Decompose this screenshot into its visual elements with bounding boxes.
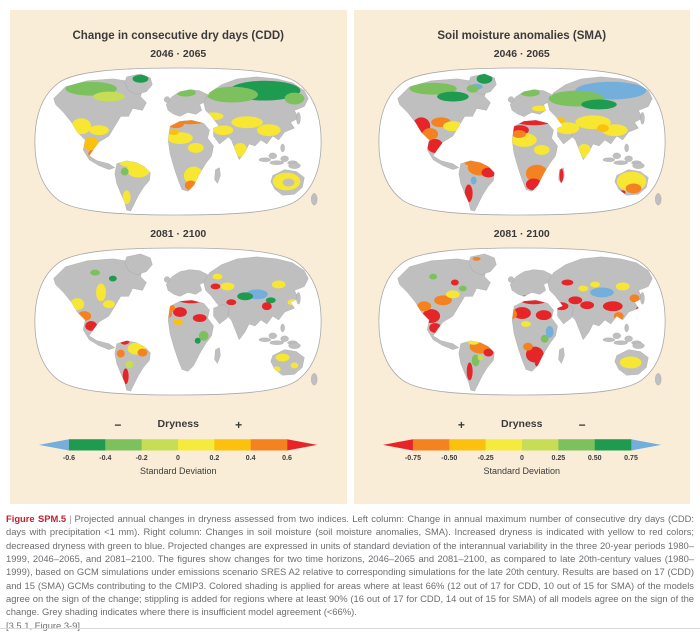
map-block-sma-2081: 2081 · 2100 [354,228,691,398]
colorbar-tick: 0.6 [282,455,292,462]
anomaly-patches [65,74,305,205]
world-map-sma-2081-2100 [378,247,666,396]
colorbar-axis-label: Standard Deviation [483,466,561,476]
colorbar-cdd: − Dryness + -0.6 -0.4 -0.2 0 0.2 0.4 0.6 Stand… [10,418,347,476]
colorbar-tick: 0.75 [624,455,638,462]
map-block-cdd-2046: 2046 · 2065 [10,48,347,218]
period-label: 2081 · 2100 [150,228,207,240]
period-label: 2046 · 2065 [493,48,550,60]
panel-sma: Soil moisture anomalies (SMA) 2046 · 206… [353,10,691,504]
page-rule [0,628,700,629]
panel-title-sma: Soil moisture anomalies (SMA) [437,30,607,42]
colorbar-tick: -0.50 [441,455,457,462]
map-block-cdd-2081: 2081 · 2100 [10,228,347,398]
caption-reference: [3.5.1, Figure 3-9] [6,619,80,631]
colorbar-tick: 0.2 [210,455,220,462]
colorbar-tick: 0.4 [246,455,256,462]
colorbar-tick: -0.75 [405,455,421,462]
panel-cdd: Change in consecutive dry days (CDD) 204… [10,10,347,504]
colorbar-title: Dryness [157,418,199,430]
colorbar-scale-cdd: -0.6 -0.4 -0.2 0 0.2 0.4 0.6 [39,439,318,462]
colorbar-tick: -0.6 [63,455,75,462]
colorbar-tick: 0 [176,455,180,462]
minus-sign: − [114,418,122,432]
world-map-cdd-2046-2065 [34,67,322,216]
caption-text: Projected annual changes in dryness asse… [6,513,694,618]
colorbar-tick: 0.25 [551,455,565,462]
colorbar-tick: -0.2 [136,455,148,462]
period-label: 2046 · 2065 [150,48,207,60]
colorbar-title: Dryness [501,418,543,430]
world-map-cdd-2081-2100 [34,247,322,396]
figure-label: Figure SPM.5 [6,513,67,524]
colorbar-header: + Dryness − [354,418,691,433]
world-map-sma-2046-2065 [378,67,666,216]
colorbar-sma: + Dryness − -0.75 -0.50 -0.25 0 0.25 0.50 0.75… [354,418,691,476]
plus-sign: + [457,418,465,432]
period-label: 2081 · 2100 [493,228,550,240]
map-panels: Change in consecutive dry days (CDD) 204… [10,10,690,504]
panel-title-cdd: Change in consecutive dry days (CDD) [72,30,285,42]
colorbar-tick: 0 [520,455,524,462]
colorbar-tick: 0.50 [588,455,602,462]
figure-caption: Figure SPM.5 | Projected annual changes in… [6,512,694,632]
colorbar-header: − Dryness + [10,418,347,433]
colorbar-tick: -0.4 [99,455,111,462]
colorbar-tick: -0.25 [477,455,493,462]
colorbar-scale-sma: -0.75 -0.50 -0.25 0 0.25 0.50 0.75 [382,439,661,462]
minus-sign: − [578,418,586,432]
caption-separator: | [69,513,72,524]
colorbar-axis-label: Standard Deviation [139,466,217,476]
plus-sign: + [235,418,243,432]
map-block-sma-2046: 2046 · 2065 [354,48,691,218]
